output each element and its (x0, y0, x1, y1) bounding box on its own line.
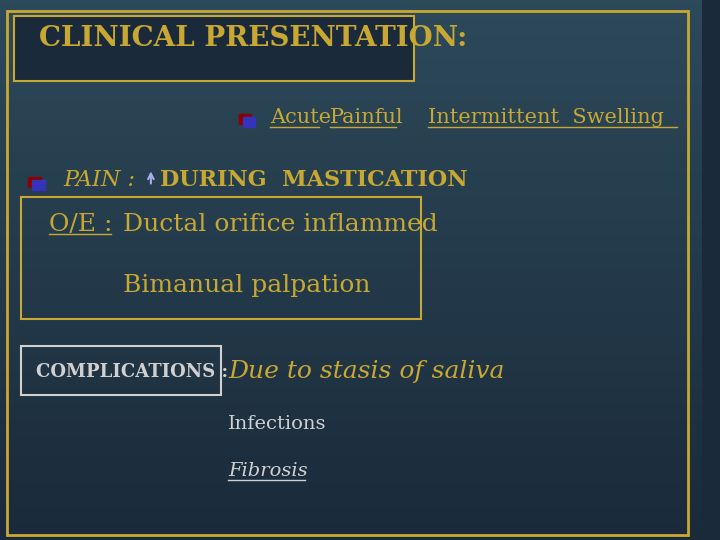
Text: Bimanual palpation: Bimanual palpation (123, 274, 370, 296)
Bar (238, 114, 251, 124)
Bar (32, 180, 45, 190)
Text: CLINICAL PRESENTATION:: CLINICAL PRESENTATION: (39, 25, 467, 52)
Text: PAIN :: PAIN : (63, 170, 143, 191)
Text: Painful: Painful (330, 108, 403, 127)
Text: Intermittent  Swelling: Intermittent Swelling (428, 108, 664, 127)
Text: Acute: Acute (270, 108, 331, 127)
FancyBboxPatch shape (14, 16, 414, 81)
Text: Infections: Infections (228, 415, 327, 433)
Bar (243, 117, 256, 127)
Text: Due to stasis of saliva: Due to stasis of saliva (228, 360, 505, 383)
Text: Ductal orifice inflammed: Ductal orifice inflammed (123, 213, 438, 235)
Text: O/E :: O/E : (49, 213, 112, 235)
Text: DURING  MASTICATION: DURING MASTICATION (160, 170, 467, 191)
Text: COMPLICATIONS :: COMPLICATIONS : (37, 363, 229, 381)
Bar (28, 177, 41, 187)
Text: Fibrosis: Fibrosis (228, 462, 307, 480)
